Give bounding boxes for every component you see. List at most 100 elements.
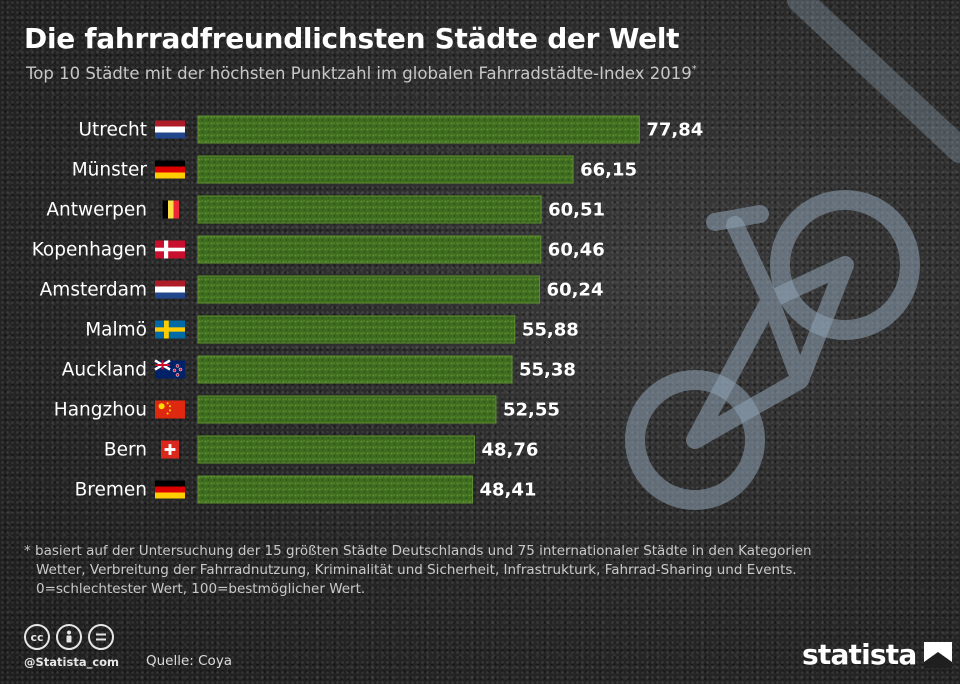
sweden-flag: [155, 320, 185, 339]
bar-outline: [197, 435, 475, 464]
bicycle-rear-wheel: [625, 370, 765, 510]
flag-star-small: [166, 402, 169, 405]
bar: [198, 116, 640, 143]
bicycle-frame: [686, 216, 854, 449]
city-label: Bern: [104, 440, 147, 461]
cc-icon-label: cc: [30, 630, 44, 644]
city-label: Kopenhagen: [32, 240, 147, 261]
flag-stripe-red: [155, 120, 185, 127]
flag-stripe-gold: [155, 172, 185, 179]
subtitle-footnote-mark: *: [691, 64, 697, 75]
flag-stripe-white: [155, 126, 185, 133]
value-label: 48,41: [479, 480, 536, 501]
nd-icon[interactable]: [88, 624, 114, 650]
bar: [198, 476, 473, 503]
bicycle-front-wheel: [770, 190, 920, 340]
value-label: 66,15: [580, 160, 637, 181]
bar: [198, 316, 515, 343]
bar: [198, 356, 513, 383]
flag-star-small: [169, 405, 171, 408]
bar: [198, 156, 574, 183]
city-label: Auckland: [62, 360, 147, 381]
bar: [198, 436, 475, 463]
bar-outline: [197, 195, 542, 224]
subtitle-text: Top 10 Städte mit der höchsten Punktzahl…: [26, 64, 692, 83]
flag-star-small: [169, 409, 171, 412]
city-label: Antwerpen: [46, 200, 147, 221]
flag-stripe-red: [155, 280, 185, 287]
lane-marking-stripe: [787, 0, 960, 163]
flag-cross-horizontal: [155, 247, 185, 252]
flag-star-large: [158, 403, 165, 410]
statista-handle[interactable]: @Statista_com: [24, 655, 120, 669]
value-label: 60,46: [548, 240, 605, 261]
cc-icon[interactable]: cc: [24, 624, 50, 650]
city-label: Malmö: [85, 320, 147, 341]
china-flag: [155, 400, 185, 419]
flag-star-small: [166, 412, 169, 415]
flag-stripe-white: [155, 286, 185, 293]
source-label: Quelle: Coya: [146, 653, 233, 669]
value-label: 48,76: [481, 440, 538, 461]
flag-cross-horizontal: [164, 448, 176, 451]
value-label: 60,51: [548, 200, 605, 221]
city-label: Hangzhou: [54, 400, 147, 421]
chart-subtitle: Top 10 Städte mit der höchsten Punktzahl…: [26, 64, 697, 83]
person-glyph: [66, 630, 72, 643]
bar-outline: [197, 355, 513, 384]
by-icon[interactable]: [56, 624, 82, 650]
footnote: * basiert auf der Untersuchung der 15 gr…: [24, 542, 924, 599]
value-label: 60,24: [547, 280, 604, 301]
statista-logo-icon: [924, 641, 953, 668]
germany-flag: [155, 480, 185, 499]
footnote-line-3: 0=schlechtester Wert, 100=bestmöglicher …: [36, 581, 366, 597]
bar-outline: [197, 155, 574, 184]
city-label: Utrecht: [78, 120, 147, 141]
flag-union-cross: [155, 360, 170, 370]
chart-title: Die fahrradfreundlichsten Städte der Wel…: [24, 22, 680, 55]
flag-star: [178, 367, 183, 372]
bar-outline: [197, 315, 516, 344]
flag-stripe-gold: [155, 492, 185, 499]
flag-star: [175, 364, 180, 368]
flag-stripe-blue: [155, 132, 185, 139]
value-label: 52,55: [503, 400, 560, 421]
value-label: 55,88: [522, 320, 579, 341]
footnote-line-2: Wetter, Verbreitung der Fahrradnutzung, …: [36, 562, 797, 578]
netherlands-flag: [155, 280, 185, 299]
netherlands-flag: [155, 120, 185, 139]
flag-star: [175, 373, 180, 377]
flag-stripe-red: [155, 166, 185, 173]
denmark-flag: [155, 240, 185, 259]
flag-stripe-blue: [155, 292, 185, 299]
flag-stripe-red: [155, 486, 185, 493]
value-label: 55,38: [519, 360, 576, 381]
bar-outline: [197, 115, 640, 144]
bar: [198, 196, 542, 223]
bar: [198, 236, 541, 263]
license-icons: cc: [24, 624, 114, 652]
value-label: 77,84: [646, 120, 703, 141]
flag-stripe-black: [155, 480, 185, 487]
switzerland-flag: [161, 440, 179, 459]
bar-chart: Utrecht 77,84 Münster 66,15 Antwerpen 60,51 Ko…: [32, 115, 703, 504]
statista-logo-text: statista: [802, 638, 917, 671]
bar: [198, 396, 496, 423]
city-label: Münster: [72, 160, 148, 181]
bar-outline: [197, 275, 541, 304]
city-label: Amsterdam: [40, 280, 147, 301]
new-zealand-flag: [154, 359, 185, 379]
bar: [198, 276, 540, 303]
bar-outline: [197, 475, 473, 504]
equals-glyph: [96, 633, 106, 641]
statista-logo[interactable]: statista: [802, 638, 953, 671]
flag-cross-horizontal: [155, 327, 185, 332]
belgium-flag: [162, 200, 179, 219]
germany-flag: [155, 160, 185, 179]
city-label: Bremen: [75, 480, 147, 501]
bar-outline: [197, 235, 542, 264]
flag-stripe-red: [173, 200, 179, 219]
bar-outline: [197, 395, 497, 424]
flag-star: [172, 368, 177, 373]
